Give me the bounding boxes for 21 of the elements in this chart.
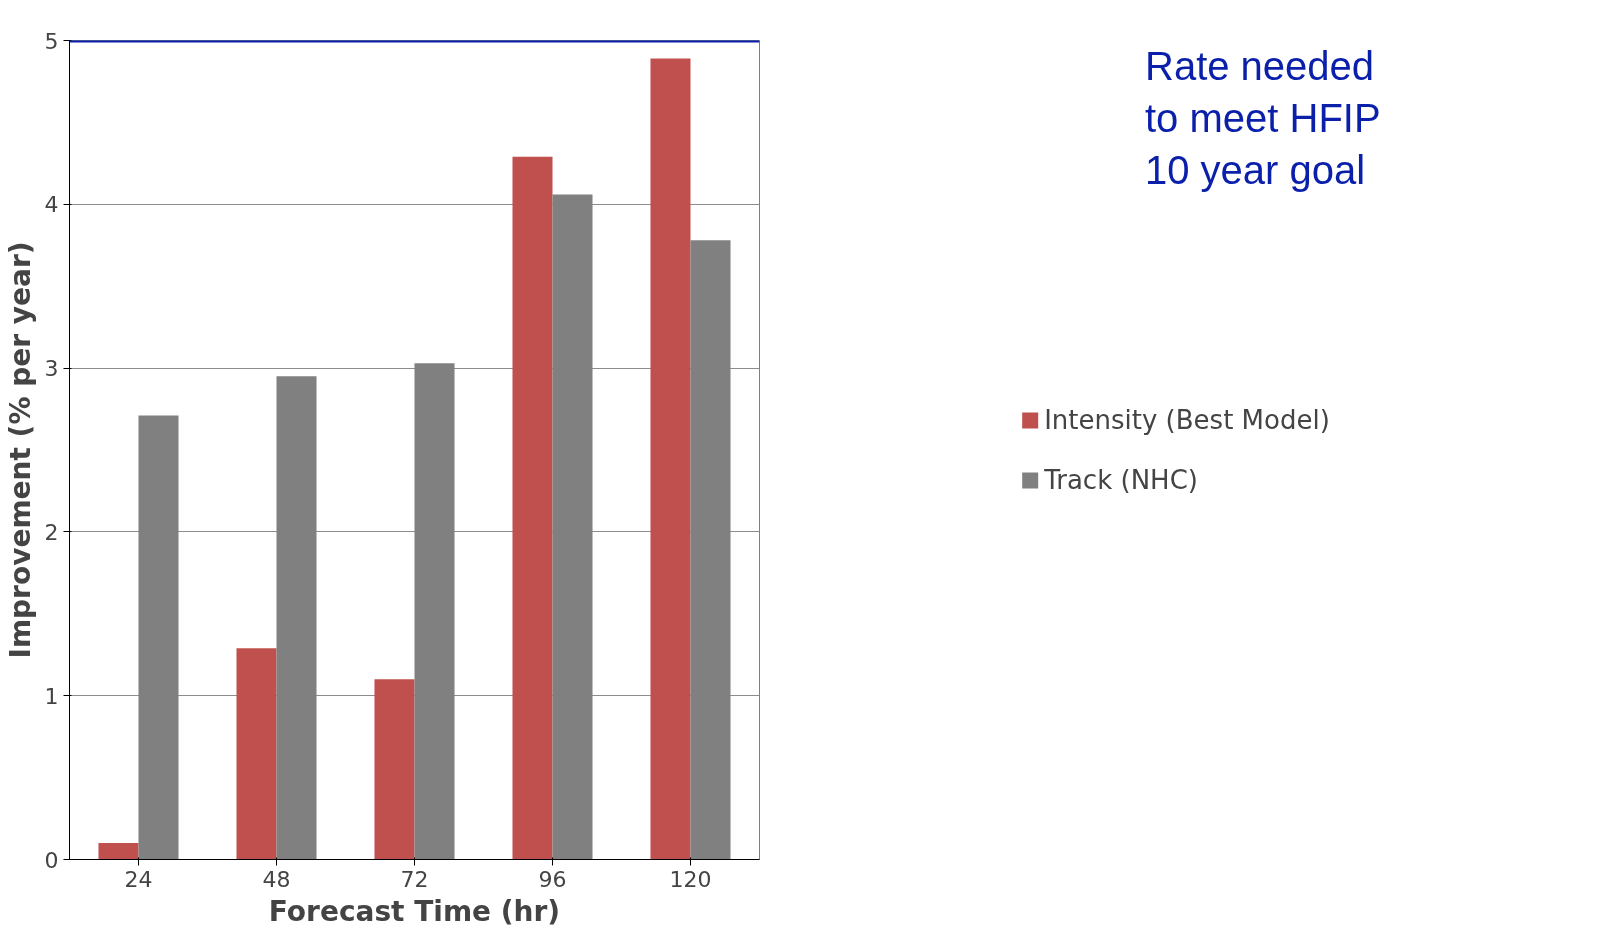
y-tick-label: 3 <box>44 356 59 382</box>
bar <box>650 58 691 860</box>
x-tick-label: 120 <box>669 866 712 892</box>
bar <box>236 648 277 860</box>
x-tick-label: 48 <box>262 866 291 892</box>
bar <box>374 679 415 860</box>
y-tick-label: 2 <box>44 519 59 545</box>
x-tick-label: 96 <box>538 866 567 892</box>
bar <box>98 843 139 860</box>
bar <box>512 156 553 860</box>
x-tick-label: 72 <box>400 866 429 892</box>
y-tick-label: 5 <box>44 28 59 54</box>
y-tick-label: 4 <box>44 192 59 218</box>
x-axis-title: Forecast Time (hr) <box>268 894 561 928</box>
x-tick-label: 24 <box>124 866 153 892</box>
y-axis-title: Improvement (% per year) <box>3 241 37 659</box>
y-tick-label: 1 <box>44 683 59 709</box>
ref-line-label: Rate needed to meet HFIP 10 year goal <box>1145 43 1381 194</box>
legend-label: Intensity (Best Model) <box>1044 404 1330 435</box>
y-tick-label: 0 <box>44 847 59 873</box>
legend-label: Track (NHC) <box>1044 464 1198 495</box>
